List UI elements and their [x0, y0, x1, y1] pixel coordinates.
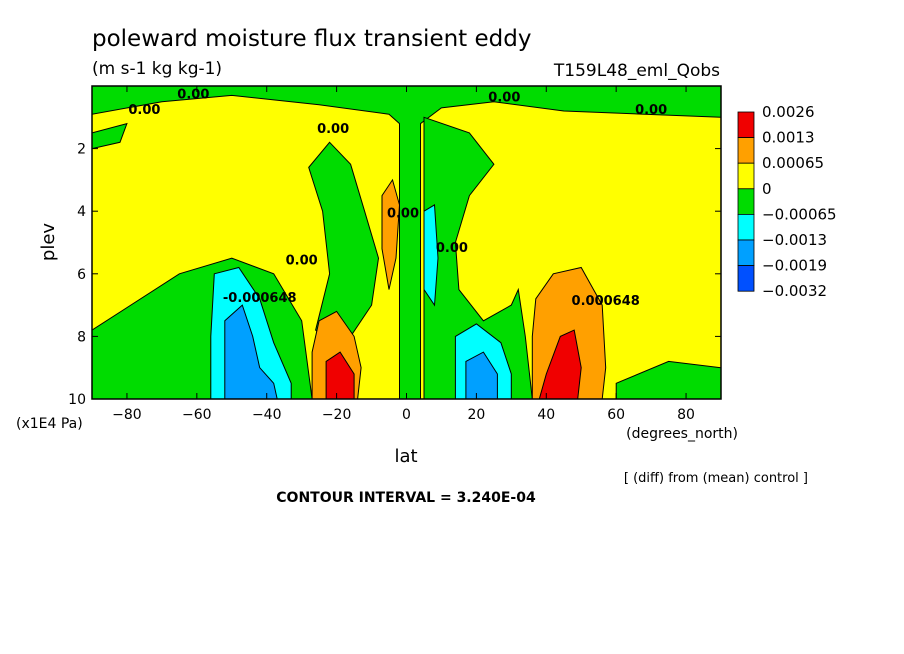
legend-swatch-4: [737, 213, 755, 241]
legend-swatch-0: [737, 111, 755, 139]
legend-label-4: −0.00065: [762, 205, 837, 223]
x-tick-label-4: 0: [402, 407, 411, 423]
contour-label-6: 0.00: [436, 241, 468, 256]
legend-swatch-1: [737, 137, 755, 164]
contour-label-3: 0.00: [488, 91, 520, 106]
y-axis-label: plev: [38, 223, 59, 262]
diff-note: [ (diff) from (mean) control ]: [624, 471, 808, 486]
legend-label-2: 0.00065: [762, 154, 824, 172]
y-tick-label-2: 6: [77, 267, 86, 283]
contour-label-8: -0.000648: [223, 291, 297, 306]
green-region-2: [92, 122, 128, 150]
y-tick-label-4: 10: [68, 392, 86, 408]
legend-label-7: −0.0032: [762, 282, 827, 300]
x-tick-label-8: 80: [677, 407, 695, 423]
legend-label-1: 0.0013: [762, 129, 815, 147]
legend: 0.0026 0.0013 0.00065 0 −0.00065 −0.0013 −0.00…: [737, 103, 837, 300]
red-region-0: [325, 351, 355, 399]
x-axis-units: (degrees_north): [626, 426, 738, 442]
contour-label-1: 0.00: [177, 88, 209, 103]
legend-swatch-6: [737, 265, 755, 292]
contour-label-2: 0.00: [317, 122, 349, 137]
x-tick-label-3: −20: [322, 407, 352, 423]
legend-label-6: −0.0019: [762, 257, 827, 275]
chart-units: (m s-1 kg kg-1): [92, 59, 222, 79]
legend-swatch-2: [737, 162, 755, 190]
x-tick-label-0: −80: [112, 407, 142, 423]
legend-swatch-5: [737, 239, 755, 267]
blue-region-1: [465, 351, 498, 399]
contour-label-0: 0.00: [128, 103, 160, 118]
legend-label-3: 0: [762, 180, 772, 198]
y-tick-label-0: 2: [77, 142, 86, 158]
green-region-0: [92, 86, 721, 399]
legend-label-5: −0.0013: [762, 231, 827, 249]
chart-title: poleward moisture flux transient eddy: [92, 26, 531, 52]
x-tick-label-5: 20: [467, 407, 485, 423]
orange-region-1: [381, 178, 401, 290]
green-region-3: [423, 116, 533, 399]
x-tick-label-2: −40: [252, 407, 282, 423]
contour-label-5: 0.00: [387, 206, 419, 221]
x-axis-label: lat: [394, 446, 417, 467]
x-tick-label-6: 40: [537, 407, 555, 423]
legend-label-0: 0.0026: [762, 103, 815, 121]
run-label: T159L48_eml_Qobs: [553, 61, 720, 81]
y-axis-units: (x1E4 Pa): [16, 416, 83, 432]
contour-label-9: 0.000648: [572, 294, 640, 309]
blue-region-0: [224, 304, 278, 399]
red-region-1: [538, 329, 582, 399]
y-tick-label-1: 4: [77, 204, 86, 220]
y-tick-label-3: 8: [77, 329, 86, 345]
contour-label-4: 0.00: [635, 103, 667, 118]
cyan-region-1: [423, 204, 439, 307]
x-tick-label-1: −60: [182, 407, 212, 423]
contour-label-7: 0.00: [286, 253, 318, 268]
plot-area: 0.00 0.00 0.00 0.00 0.00 0.00 0.00 0.00 -0.00064…: [68, 85, 722, 423]
x-tick-label-7: 60: [607, 407, 625, 423]
contour-interval: CONTOUR INTERVAL = 3.240E-04: [276, 490, 536, 506]
legend-swatch-3: [737, 188, 755, 215]
